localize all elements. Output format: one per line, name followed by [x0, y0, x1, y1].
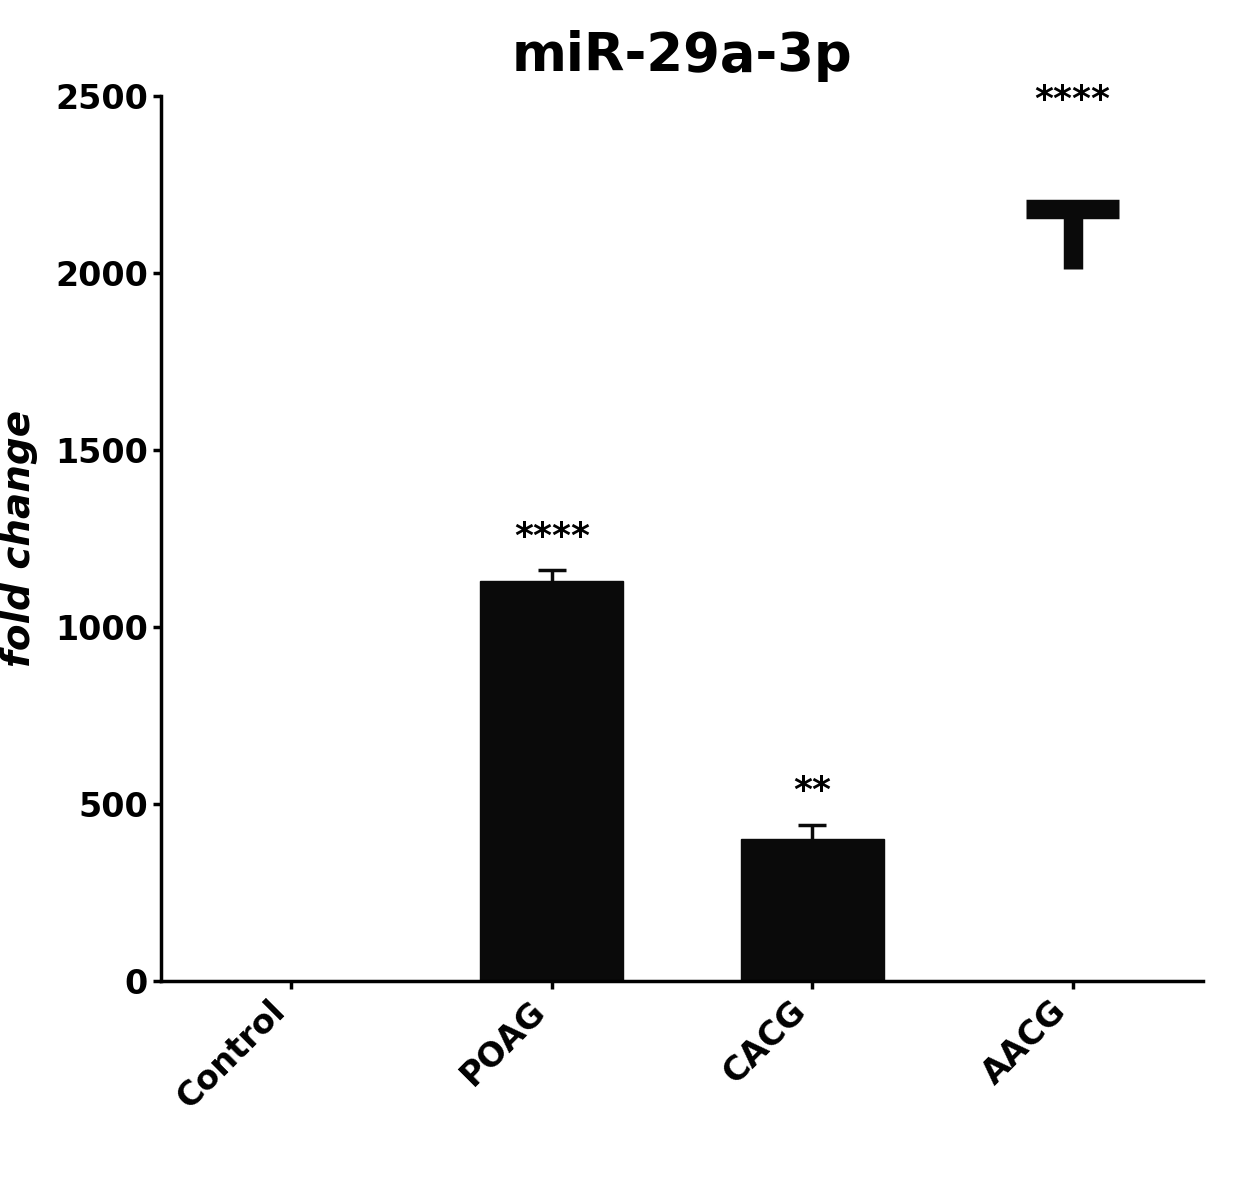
Text: ****: ****: [1034, 83, 1111, 117]
Bar: [480, 581, 624, 981]
Title: miR-29a-3p: miR-29a-3p: [512, 30, 852, 81]
Y-axis label: fold change: fold change: [0, 410, 38, 666]
Bar: [740, 840, 884, 981]
Text: **: **: [794, 774, 831, 808]
Text: ****: ****: [513, 520, 590, 554]
